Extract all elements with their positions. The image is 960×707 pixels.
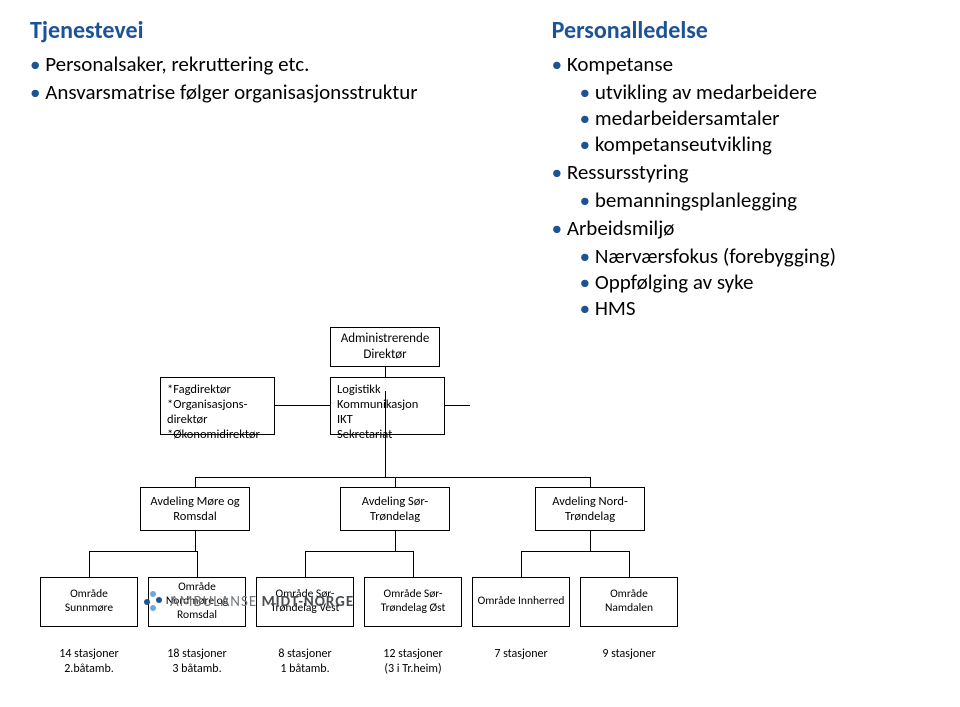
org-caption-4: 7 stasjoner xyxy=(472,647,570,662)
left-item-1: Ansvarsmatrise følger organisasjonsstruk… xyxy=(30,79,512,105)
org-caption-3: 12 stasjoner(3 i Tr.heim) xyxy=(364,647,462,677)
org-line xyxy=(195,477,196,487)
logo-dots-icon xyxy=(140,591,162,613)
org-line xyxy=(395,531,396,551)
org-line xyxy=(89,551,197,552)
org-support-left: *Fagdirektør*Organisasjons-direktør*Økon… xyxy=(160,377,275,435)
org-line xyxy=(590,477,591,487)
org-line xyxy=(89,551,90,577)
org-dept-1: Avdeling Sør-Trøndelag xyxy=(340,487,450,531)
logo-text: AMBULANSE MIDT-NORGE xyxy=(170,593,354,611)
org-line xyxy=(629,551,630,577)
org-chart: Administrerende Direktør *Fagdirektør*Org… xyxy=(30,327,710,707)
org-area-3: Område Sør-Trøndelag Øst xyxy=(364,577,462,627)
left-item-0: Personalsaker, rekruttering etc. xyxy=(30,51,512,77)
org-line xyxy=(195,531,196,551)
right-lvl2-2-1: Oppfølging av syke xyxy=(580,269,930,295)
org-area-4: Område Innherred xyxy=(472,577,570,627)
org-dept-0: Avdeling Møre og Romsdal xyxy=(140,487,250,531)
org-dept-2: Avdeling Nord-Trøndelag xyxy=(535,487,645,531)
org-line xyxy=(395,477,396,487)
right-text-block: Personalledelse Kompetanseutvikling av m… xyxy=(552,16,930,323)
org-caption-5: 9 stasjoner xyxy=(580,647,678,662)
org-area-0: Område Sunnmøre xyxy=(40,577,138,627)
right-lvl2-0-2: kompetanseutvikling xyxy=(580,131,930,157)
logo: AMBULANSE MIDT-NORGE xyxy=(140,591,354,613)
right-lvl2-0-1: medarbeidersamtaler xyxy=(580,105,930,131)
org-top: Administrerende Direktør xyxy=(330,327,440,367)
org-line xyxy=(305,551,413,552)
right-lvl1-1: Ressursstyring xyxy=(552,159,930,185)
org-line xyxy=(385,391,386,477)
left-title: Tjenestevei xyxy=(30,16,512,45)
org-line xyxy=(521,551,629,552)
org-line xyxy=(590,531,591,551)
right-lvl2-1-0: bemanningsplanlegging xyxy=(580,187,930,213)
org-caption-2: 8 stasjoner1 båtamb. xyxy=(256,647,354,677)
org-line xyxy=(305,551,306,577)
org-line xyxy=(521,551,522,577)
org-caption-0: 14 stasjoner2.båtamb. xyxy=(40,647,138,677)
org-caption-1: 18 stasjoner3 båtamb. xyxy=(148,647,246,677)
right-title: Personalledelse xyxy=(552,16,930,45)
org-line xyxy=(195,477,590,478)
logo-bold: MIDT-NORGE xyxy=(262,593,355,611)
org-support-right: LogistikkKommunikasjonIKTSekretariat xyxy=(330,377,445,435)
logo-prefix: AMBULANSE xyxy=(170,593,262,611)
right-lvl1-2: Arbeidsmiljø xyxy=(552,215,930,241)
right-lvl2-2-2: HMS xyxy=(580,295,930,321)
org-area-5: Område Namdalen xyxy=(580,577,678,627)
right-lvl2-0-0: utvikling av medarbeidere xyxy=(580,79,930,105)
org-line xyxy=(197,551,198,577)
right-lvl2-2-0: Nærværsfokus (forebygging) xyxy=(580,243,930,269)
org-line xyxy=(413,551,414,577)
two-column-text: Tjenestevei Personalsaker, rekruttering … xyxy=(0,0,960,323)
right-lvl1-0: Kompetanse xyxy=(552,51,930,77)
left-text-block: Tjenestevei Personalsaker, rekruttering … xyxy=(30,16,512,323)
